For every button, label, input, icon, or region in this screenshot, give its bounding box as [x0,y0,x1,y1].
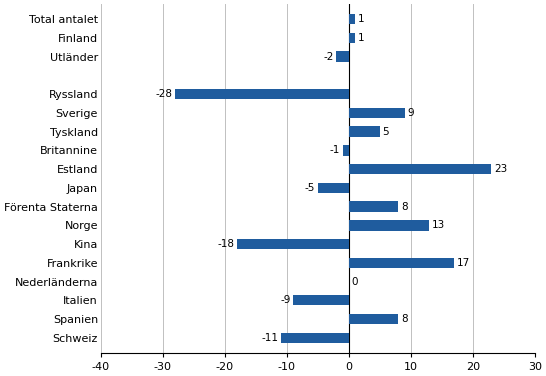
Bar [349,33,355,43]
Bar [349,258,454,268]
Text: -5: -5 [305,183,316,193]
Text: 23: 23 [494,164,507,174]
Text: 8: 8 [401,314,407,324]
Bar [237,239,349,249]
Bar [349,314,399,324]
Text: 8: 8 [401,202,407,212]
Bar [175,89,349,99]
Bar [349,202,399,212]
Text: 5: 5 [382,127,389,136]
Bar [336,52,349,62]
Bar [293,295,349,305]
Text: -11: -11 [261,333,278,343]
Text: 9: 9 [407,108,414,118]
Text: -2: -2 [324,52,334,62]
Bar [349,220,430,230]
Text: -18: -18 [218,239,235,249]
Text: 1: 1 [358,14,364,24]
Text: 13: 13 [432,220,445,230]
Text: 1: 1 [358,33,364,43]
Text: -1: -1 [330,146,340,155]
Bar [281,333,349,343]
Bar [318,183,349,193]
Bar [343,145,349,156]
Text: -28: -28 [156,89,173,99]
Text: -9: -9 [280,295,290,305]
Bar [349,126,380,137]
Bar [349,14,355,24]
Text: 17: 17 [456,258,470,268]
Bar [349,164,491,174]
Bar [349,108,405,118]
Text: 0: 0 [351,277,358,287]
